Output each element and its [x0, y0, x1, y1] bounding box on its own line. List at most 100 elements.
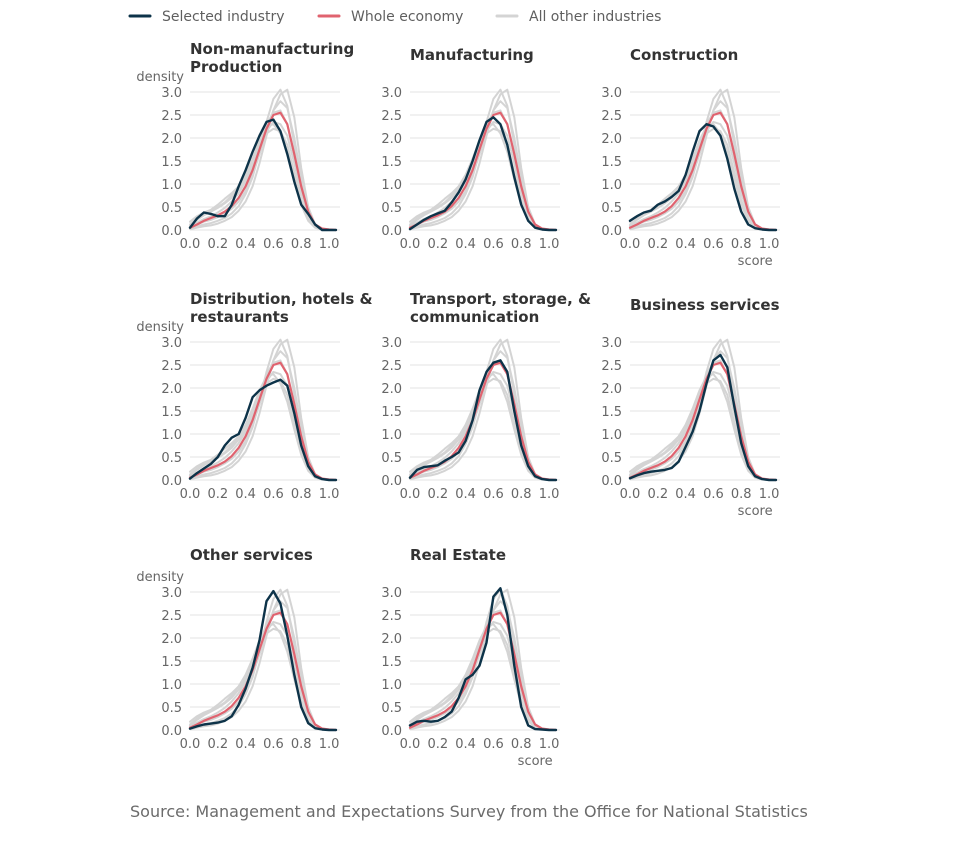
x-tick-label: 0.6	[703, 487, 724, 502]
x-tick-label: 0.0	[400, 487, 421, 502]
x-tick-label: 0.6	[483, 237, 504, 252]
y-tick-label: 2.0	[161, 632, 182, 647]
y-tick-label: 2.0	[381, 382, 402, 397]
y-tick-label: 0.5	[161, 701, 182, 716]
legend-label: Whole economy	[351, 9, 463, 25]
y-tick-label: 3.0	[381, 586, 402, 601]
y-tick-label: 3.0	[161, 336, 182, 351]
x-tick-label: 0.2	[427, 237, 448, 252]
x-tick-label: 0.4	[675, 487, 696, 502]
x-tick-label: 0.2	[647, 487, 668, 502]
x-tick-label: 1.0	[319, 737, 340, 752]
y-tick-label: 1.5	[381, 155, 402, 170]
x-tick-label: 0.6	[483, 487, 504, 502]
legend-item-selected: Selected industry	[128, 9, 285, 25]
series-selected-industry	[408, 587, 558, 732]
series-whole-economy	[408, 611, 558, 732]
series-selected-industry	[188, 118, 338, 232]
y-tick-label: 1.0	[161, 428, 182, 443]
x-tick-label: 0.2	[427, 737, 448, 752]
panel-title: Transport, storage, &	[410, 290, 591, 308]
x-tick-label: 1.0	[319, 237, 340, 252]
y-tick-label: 0.0	[381, 224, 402, 239]
y-tick-label: 0.5	[161, 201, 182, 216]
y-tick-label: 3.0	[161, 86, 182, 101]
x-tick-label: 1.0	[759, 237, 780, 252]
panel-1: Manufacturing 0.0 0.5 1.0 1.5 2.0 2.5 3.0 0.0 0.2…	[381, 46, 560, 252]
x-tick-label: 0.0	[180, 737, 201, 752]
y-tick-label: 1.5	[381, 405, 402, 420]
x-tick-label: 0.0	[400, 737, 421, 752]
x-tick-label: 0.4	[235, 237, 256, 252]
y-tick-label: 3.0	[161, 586, 182, 601]
x-tick-label: 0.2	[207, 487, 228, 502]
x-tick-label: 0.0	[180, 487, 201, 502]
x-axis-label: score	[518, 754, 553, 769]
y-tick-label: 2.5	[381, 359, 402, 374]
x-tick-label: 0.6	[263, 737, 284, 752]
panel-5: Business services 0.0 0.5 1.0 1.5 2.0 2.5 3.0 0.…	[601, 296, 780, 519]
y-tick-label: 1.5	[601, 155, 622, 170]
x-tick-label: 0.8	[291, 237, 312, 252]
panel-title: restaurants	[190, 308, 289, 326]
y-tick-label: 0.0	[601, 474, 622, 489]
y-tick-label: 1.5	[161, 655, 182, 670]
y-tick-label: 0.0	[601, 224, 622, 239]
y-tick-label: 1.5	[601, 405, 622, 420]
y-tick-label: 0.0	[381, 724, 402, 739]
x-tick-label: 0.8	[291, 487, 312, 502]
y-tick-label: 1.0	[601, 428, 622, 443]
x-tick-label: 0.4	[455, 237, 476, 252]
y-tick-label: 0.5	[381, 201, 402, 216]
x-tick-label: 0.0	[620, 487, 641, 502]
x-tick-label: 0.8	[731, 487, 752, 502]
chart-legend: Selected industry Whole economy All other …	[128, 9, 661, 25]
panel-title: Business services	[630, 296, 780, 314]
x-tick-label: 0.6	[483, 737, 504, 752]
x-axis-label: score	[738, 254, 773, 269]
y-tick-label: 3.0	[381, 86, 402, 101]
series-selected-industry	[408, 116, 558, 232]
y-axis-label: density	[136, 570, 184, 585]
x-tick-label: 0.2	[207, 737, 228, 752]
y-tick-label: 0.5	[381, 701, 402, 716]
y-tick-label: 2.5	[161, 609, 182, 624]
x-tick-label: 0.4	[235, 487, 256, 502]
y-tick-label: 1.5	[161, 405, 182, 420]
panel-title: Non-manufacturing	[190, 40, 354, 58]
y-tick-label: 0.0	[161, 724, 182, 739]
panel-title: Manufacturing	[410, 46, 534, 64]
x-tick-label: 0.6	[263, 487, 284, 502]
x-tick-label: 1.0	[539, 487, 560, 502]
x-tick-label: 0.4	[675, 237, 696, 252]
y-tick-label: 0.0	[161, 224, 182, 239]
panel-6: Other services 0.0 0.5 1.0 1.5 2.0 2.5 3.0 0.0 0.…	[136, 546, 340, 752]
legend-item-whole: Whole economy	[317, 9, 463, 25]
panel-4: Transport, storage, &communication 0.0 0.5…	[381, 290, 591, 502]
source-note: Source: Management and Expectations Surv…	[130, 802, 808, 821]
y-tick-label: 2.0	[161, 132, 182, 147]
x-axis-label: score	[738, 504, 773, 519]
y-tick-label: 3.0	[601, 86, 622, 101]
panel-title: Construction	[630, 46, 738, 64]
y-tick-label: 1.0	[381, 678, 402, 693]
y-tick-label: 2.5	[381, 109, 402, 124]
x-tick-label: 0.8	[511, 487, 532, 502]
x-tick-label: 0.0	[180, 237, 201, 252]
x-tick-label: 0.4	[455, 487, 476, 502]
series-selected-industry	[628, 353, 778, 482]
y-axis-label: density	[136, 70, 184, 85]
y-axis-label: density	[136, 320, 184, 335]
x-tick-label: 0.4	[235, 737, 256, 752]
y-tick-label: 0.5	[381, 451, 402, 466]
x-tick-label: 0.8	[291, 737, 312, 752]
y-tick-label: 1.0	[161, 678, 182, 693]
y-tick-label: 3.0	[381, 336, 402, 351]
y-tick-label: 0.5	[601, 201, 622, 216]
y-tick-label: 2.0	[601, 382, 622, 397]
x-tick-label: 0.2	[647, 237, 668, 252]
series-whole-economy	[628, 361, 778, 482]
series-other-industry-5	[409, 623, 557, 731]
panel-title: Distribution, hotels &	[190, 290, 373, 308]
